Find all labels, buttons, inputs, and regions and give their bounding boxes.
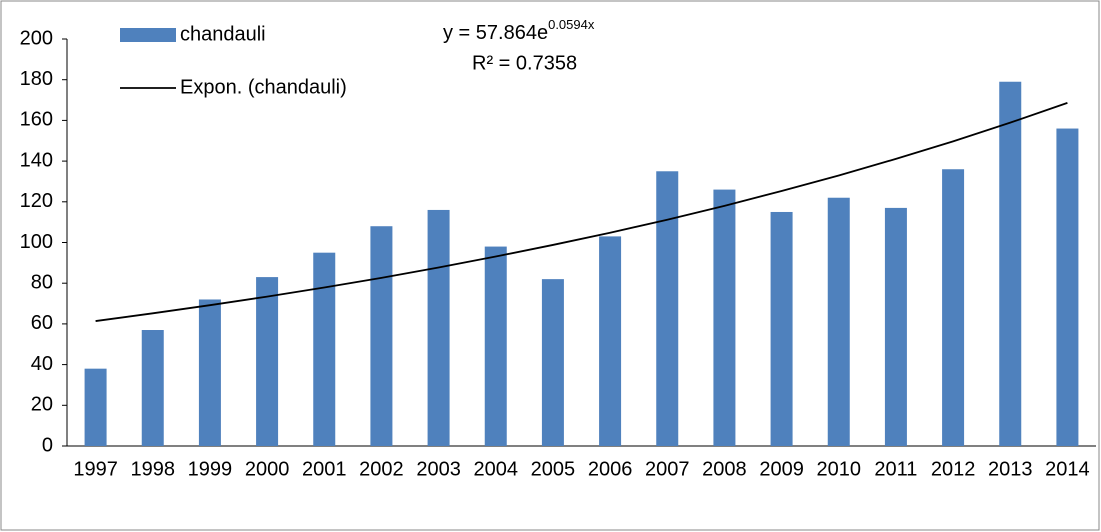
r-squared: R² = 0.7358 xyxy=(472,52,577,74)
bar xyxy=(313,252,336,446)
bar xyxy=(198,299,221,446)
y-tick-label: 80 xyxy=(31,271,53,293)
equation-exponent: 0.0594x xyxy=(548,17,595,32)
x-tick-label: 1997 xyxy=(73,458,118,480)
y-tick-label: 0 xyxy=(42,434,53,456)
bar xyxy=(656,171,679,446)
y-tick-label: 20 xyxy=(31,394,53,416)
equation-base: y = 57.864e xyxy=(443,22,548,44)
bar xyxy=(884,207,907,446)
legend-swatch xyxy=(120,28,176,42)
x-tick-label: 2014 xyxy=(1045,458,1090,480)
x-tick-label: 1998 xyxy=(131,458,176,480)
legend-label: Expon. (chandauli) xyxy=(180,76,347,98)
x-tick-label: 2000 xyxy=(245,458,290,480)
y-tick-label: 40 xyxy=(31,353,53,375)
bar xyxy=(427,209,450,446)
bar xyxy=(999,81,1022,447)
bar xyxy=(256,277,279,446)
y-tick-label: 140 xyxy=(20,149,53,171)
bar xyxy=(942,169,965,447)
x-tick-label: 2005 xyxy=(531,458,576,480)
x-tick-label: 2006 xyxy=(588,458,633,480)
bar xyxy=(84,368,107,446)
bar xyxy=(770,211,793,446)
y-tick-label: 200 xyxy=(20,27,53,49)
x-tick-label: 2013 xyxy=(988,458,1033,480)
x-tick-label: 2007 xyxy=(645,458,690,480)
x-tick-label: 2010 xyxy=(817,458,862,480)
y-tick-label: 160 xyxy=(20,109,53,131)
x-tick-label: 2008 xyxy=(702,458,747,480)
x-tick-label: 2012 xyxy=(931,458,976,480)
bar xyxy=(827,197,850,446)
bar xyxy=(370,226,393,446)
y-tick-label: 180 xyxy=(20,68,53,90)
x-tick-label: 2001 xyxy=(302,458,347,480)
bar xyxy=(1056,128,1079,447)
legend-label: chandauli xyxy=(180,23,266,45)
x-tick-label: 2002 xyxy=(359,458,404,480)
x-tick-label: 2004 xyxy=(474,458,519,480)
bar xyxy=(713,189,736,446)
x-tick-label: 2003 xyxy=(416,458,461,480)
bar xyxy=(141,330,164,446)
trend-equation: y = 57.864e0.0594x xyxy=(443,17,595,44)
y-tick-label: 100 xyxy=(20,231,53,253)
x-tick-label: 2009 xyxy=(759,458,804,480)
y-tick-label: 120 xyxy=(20,190,53,212)
bar xyxy=(599,236,622,446)
y-tick-label: 60 xyxy=(31,312,53,334)
bar xyxy=(541,279,564,446)
x-tick-label: 2011 xyxy=(874,458,917,480)
x-tick-label: 1999 xyxy=(188,458,233,480)
bar xyxy=(484,246,507,446)
trend-line xyxy=(95,102,1068,322)
